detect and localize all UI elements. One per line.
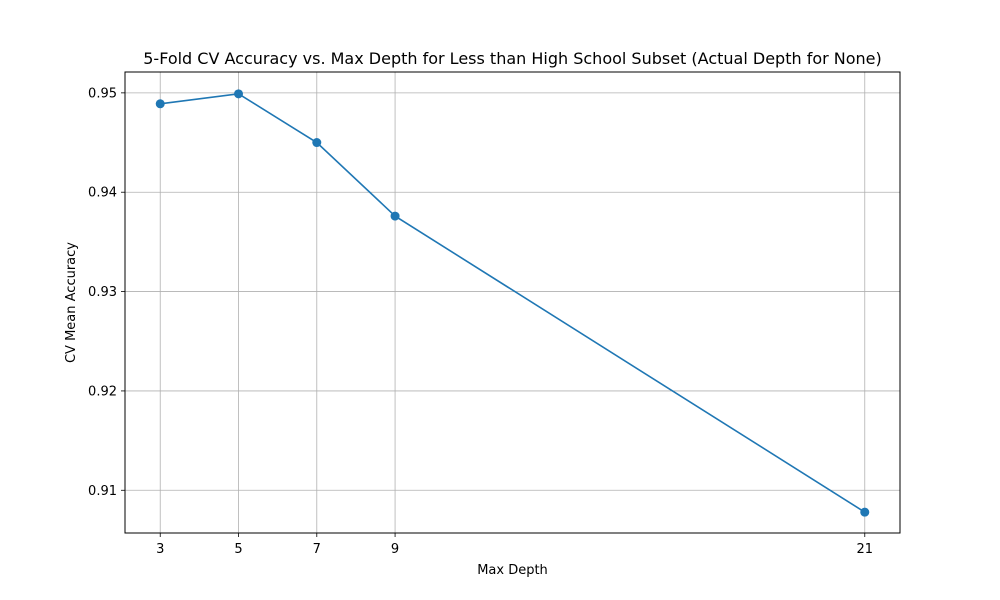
y-axis-ticks: 0.91 0.92 0.93 0.94 0.95: [88, 86, 125, 499]
y-axis-label: CV Mean Accuracy: [64, 242, 79, 363]
x-tick-label: 3: [156, 542, 164, 557]
x-tick-label: 9: [391, 542, 399, 557]
grid-lines: [125, 72, 900, 533]
x-axis-label: Max Depth: [477, 563, 548, 578]
y-tick-label: 0.92: [88, 384, 117, 399]
y-tick-label: 0.91: [88, 484, 117, 499]
y-tick-label: 0.95: [88, 86, 117, 101]
y-tick-label: 0.93: [88, 285, 117, 300]
x-tick-label: 21: [856, 542, 873, 557]
data-point: [155, 99, 165, 109]
x-tick-label: 5: [234, 542, 242, 557]
data-point: [234, 89, 244, 99]
data-point: [312, 138, 322, 148]
x-tick-label: 7: [313, 542, 321, 557]
x-axis-ticks: 3 5 7 9 21: [156, 533, 873, 557]
chart-title: 5-Fold CV Accuracy vs. Max Depth for Les…: [143, 49, 882, 68]
series-line: [160, 93, 866, 513]
data-point: [390, 211, 400, 221]
series-layer: [155, 89, 870, 517]
data-point: [860, 507, 870, 517]
plot-area-frame: [124, 71, 901, 534]
y-tick-label: 0.94: [88, 186, 117, 201]
